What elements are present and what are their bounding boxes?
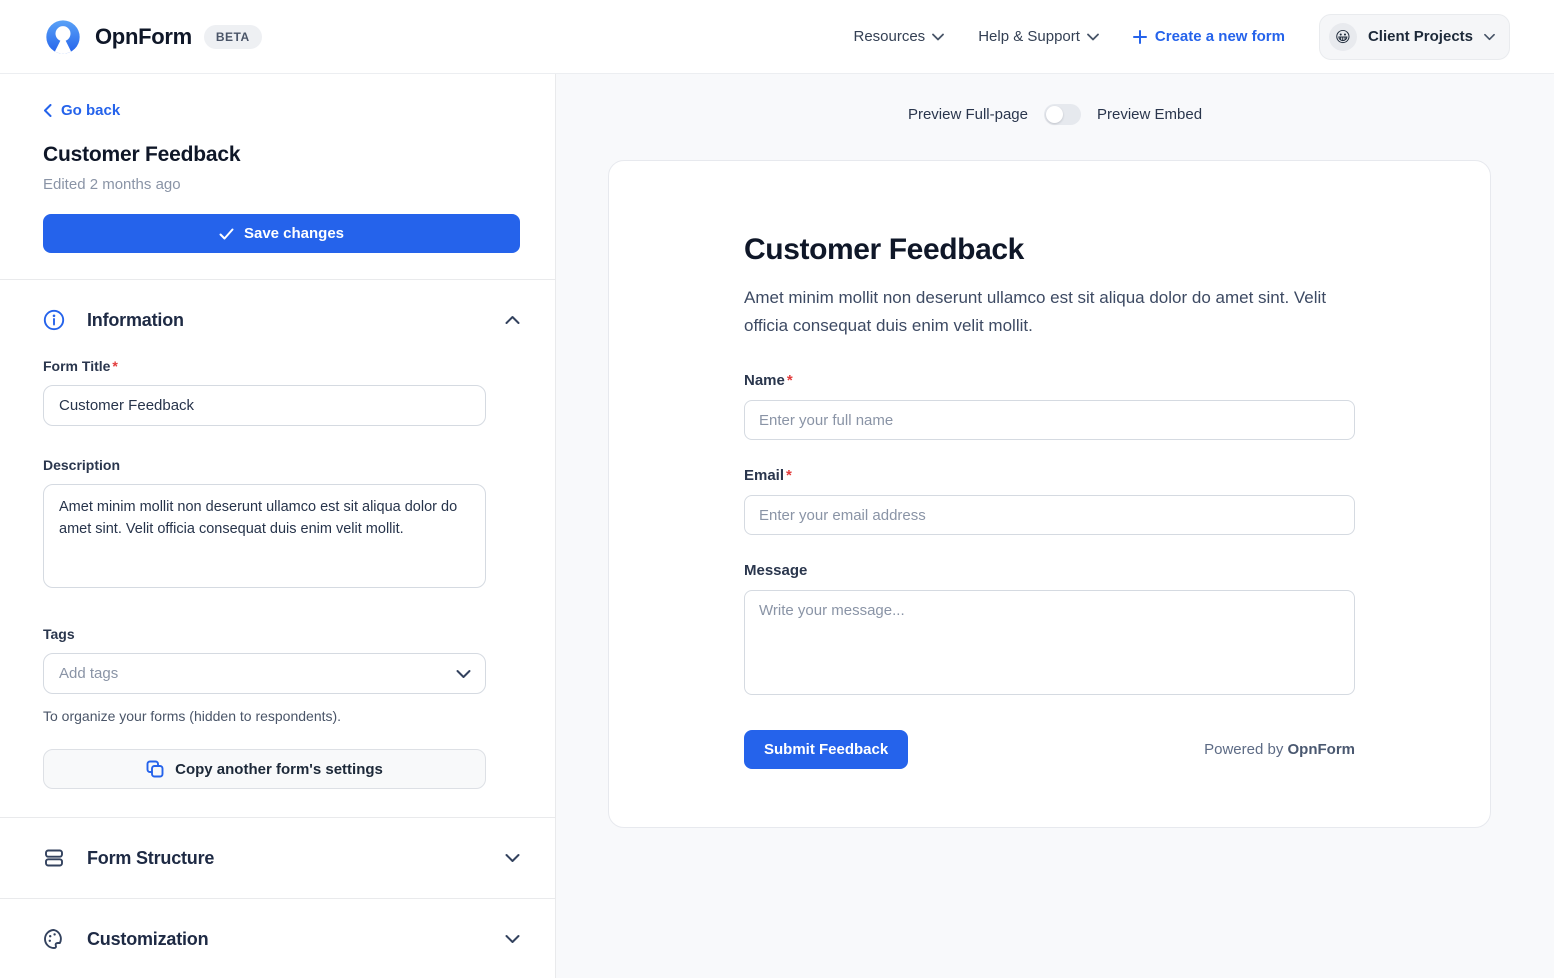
workspace-emoji: 😀 (1335, 28, 1351, 46)
beta-badge: BETA (203, 24, 262, 49)
workspace-name: Client Projects (1367, 28, 1473, 45)
go-back-label: Go back (61, 102, 121, 119)
message-field-label: Message (744, 562, 808, 580)
header-nav: Resources Help & Support Create a new fo… (853, 13, 1510, 60)
powered-by-text: Powered by (1204, 741, 1284, 759)
chevron-down-icon (1484, 33, 1495, 41)
submit-feedback-button[interactable]: Submit Feedback (744, 730, 909, 770)
preview-mode-switcher: Preview Full-page Preview Embed (556, 104, 1554, 125)
create-new-form-label: Create a new form (1154, 28, 1285, 45)
chevron-down-icon (1087, 33, 1099, 41)
form-name-heading: Customer Feedback (43, 143, 241, 166)
check-icon (219, 228, 234, 240)
name-input[interactable] (744, 400, 1355, 441)
required-asterisk: * (112, 358, 118, 374)
brand[interactable]: OpnForm BETA (43, 17, 262, 57)
form-settings-sidebar: Go back Customer Feedback Edited 2 month… (0, 74, 556, 978)
info-icon (43, 309, 65, 331)
save-changes-label: Save changes (243, 225, 345, 242)
form-title-label-text: Form Title (43, 358, 111, 374)
section-form-structure-label: Form Structure (87, 847, 215, 868)
form-title-field-label: Form Title * (43, 358, 486, 374)
email-input[interactable] (744, 495, 1355, 536)
tags-field-label: Tags (43, 626, 75, 642)
nav-resources[interactable]: Resources (853, 28, 945, 45)
copy-form-settings-button[interactable]: Copy another form's settings (43, 749, 486, 789)
required-asterisk: * (786, 372, 793, 390)
preview-embed-label: Preview Embed (1097, 106, 1203, 123)
brand-name: OpnForm (95, 23, 192, 49)
required-asterisk: * (786, 467, 792, 485)
nav-help-support-label: Help & Support (978, 28, 1080, 45)
chevron-down-icon (505, 853, 520, 863)
powered-by: Powered by OpnForm (1204, 741, 1355, 758)
nav-help-support[interactable]: Help & Support (978, 28, 1099, 45)
nav-resources-label: Resources (853, 28, 926, 45)
chevron-up-icon (505, 315, 520, 325)
tags-input[interactable] (43, 653, 486, 694)
copy-icon (146, 760, 164, 778)
email-field-label: Email * (744, 467, 1355, 484)
form-preview-card: Customer Feedback Amet minim mollit non … (608, 160, 1491, 828)
create-new-form-link[interactable]: Create a new form (1132, 28, 1285, 45)
divider (0, 817, 555, 818)
app-header: OpnForm BETA Resources Help & Support Cr… (0, 0, 1554, 74)
description-field-label: Description (43, 457, 121, 473)
chevron-down-icon (505, 934, 520, 944)
section-form-structure[interactable]: Form Structure (43, 818, 520, 898)
opnform-logo-icon (43, 17, 83, 57)
form-title: Customer Feedback (744, 233, 1024, 266)
preview-toggle[interactable] (1044, 104, 1081, 125)
section-customization[interactable]: Customization (43, 899, 520, 950)
description-textarea[interactable]: Amet minim mollit non deserunt ullamco e… (43, 484, 486, 588)
section-information[interactable]: Information (43, 280, 520, 331)
divider (0, 898, 555, 899)
workspace-switcher[interactable]: 😀 Client Projects (1318, 13, 1510, 60)
name-label-text: Name (744, 372, 785, 390)
form-title-input[interactable] (43, 385, 486, 426)
workspace-avatar: 😀 (1328, 22, 1357, 51)
toggle-knob (1046, 106, 1063, 123)
preview-fullpage-label: Preview Full-page (907, 106, 1028, 123)
section-customization-label: Customization (87, 928, 209, 949)
name-field-label: Name * (744, 372, 1355, 389)
tags-help-text: To organize your forms (hidden to respon… (43, 708, 342, 724)
form-description: Amet minim mollit non deserunt ullamco e… (744, 288, 1327, 335)
copy-form-settings-label: Copy another form's settings (175, 760, 383, 778)
email-label-text: Email (744, 467, 785, 485)
divider (0, 279, 555, 280)
section-information-label: Information (87, 309, 184, 330)
save-changes-button[interactable]: Save changes (43, 214, 520, 253)
chevron-left-icon (43, 104, 52, 117)
form-structure-icon (43, 847, 65, 869)
palette-icon (43, 928, 65, 950)
last-edited-text: Edited 2 months ago (43, 176, 181, 193)
message-textarea[interactable] (744, 590, 1355, 696)
chevron-down-icon[interactable] (456, 669, 471, 679)
chevron-down-icon (932, 33, 945, 41)
go-back-link[interactable]: Go back (43, 102, 120, 119)
plus-icon (1132, 29, 1147, 44)
powered-by-brand: OpnForm (1287, 741, 1356, 759)
preview-area: Preview Full-page Preview Embed Customer… (556, 74, 1554, 978)
